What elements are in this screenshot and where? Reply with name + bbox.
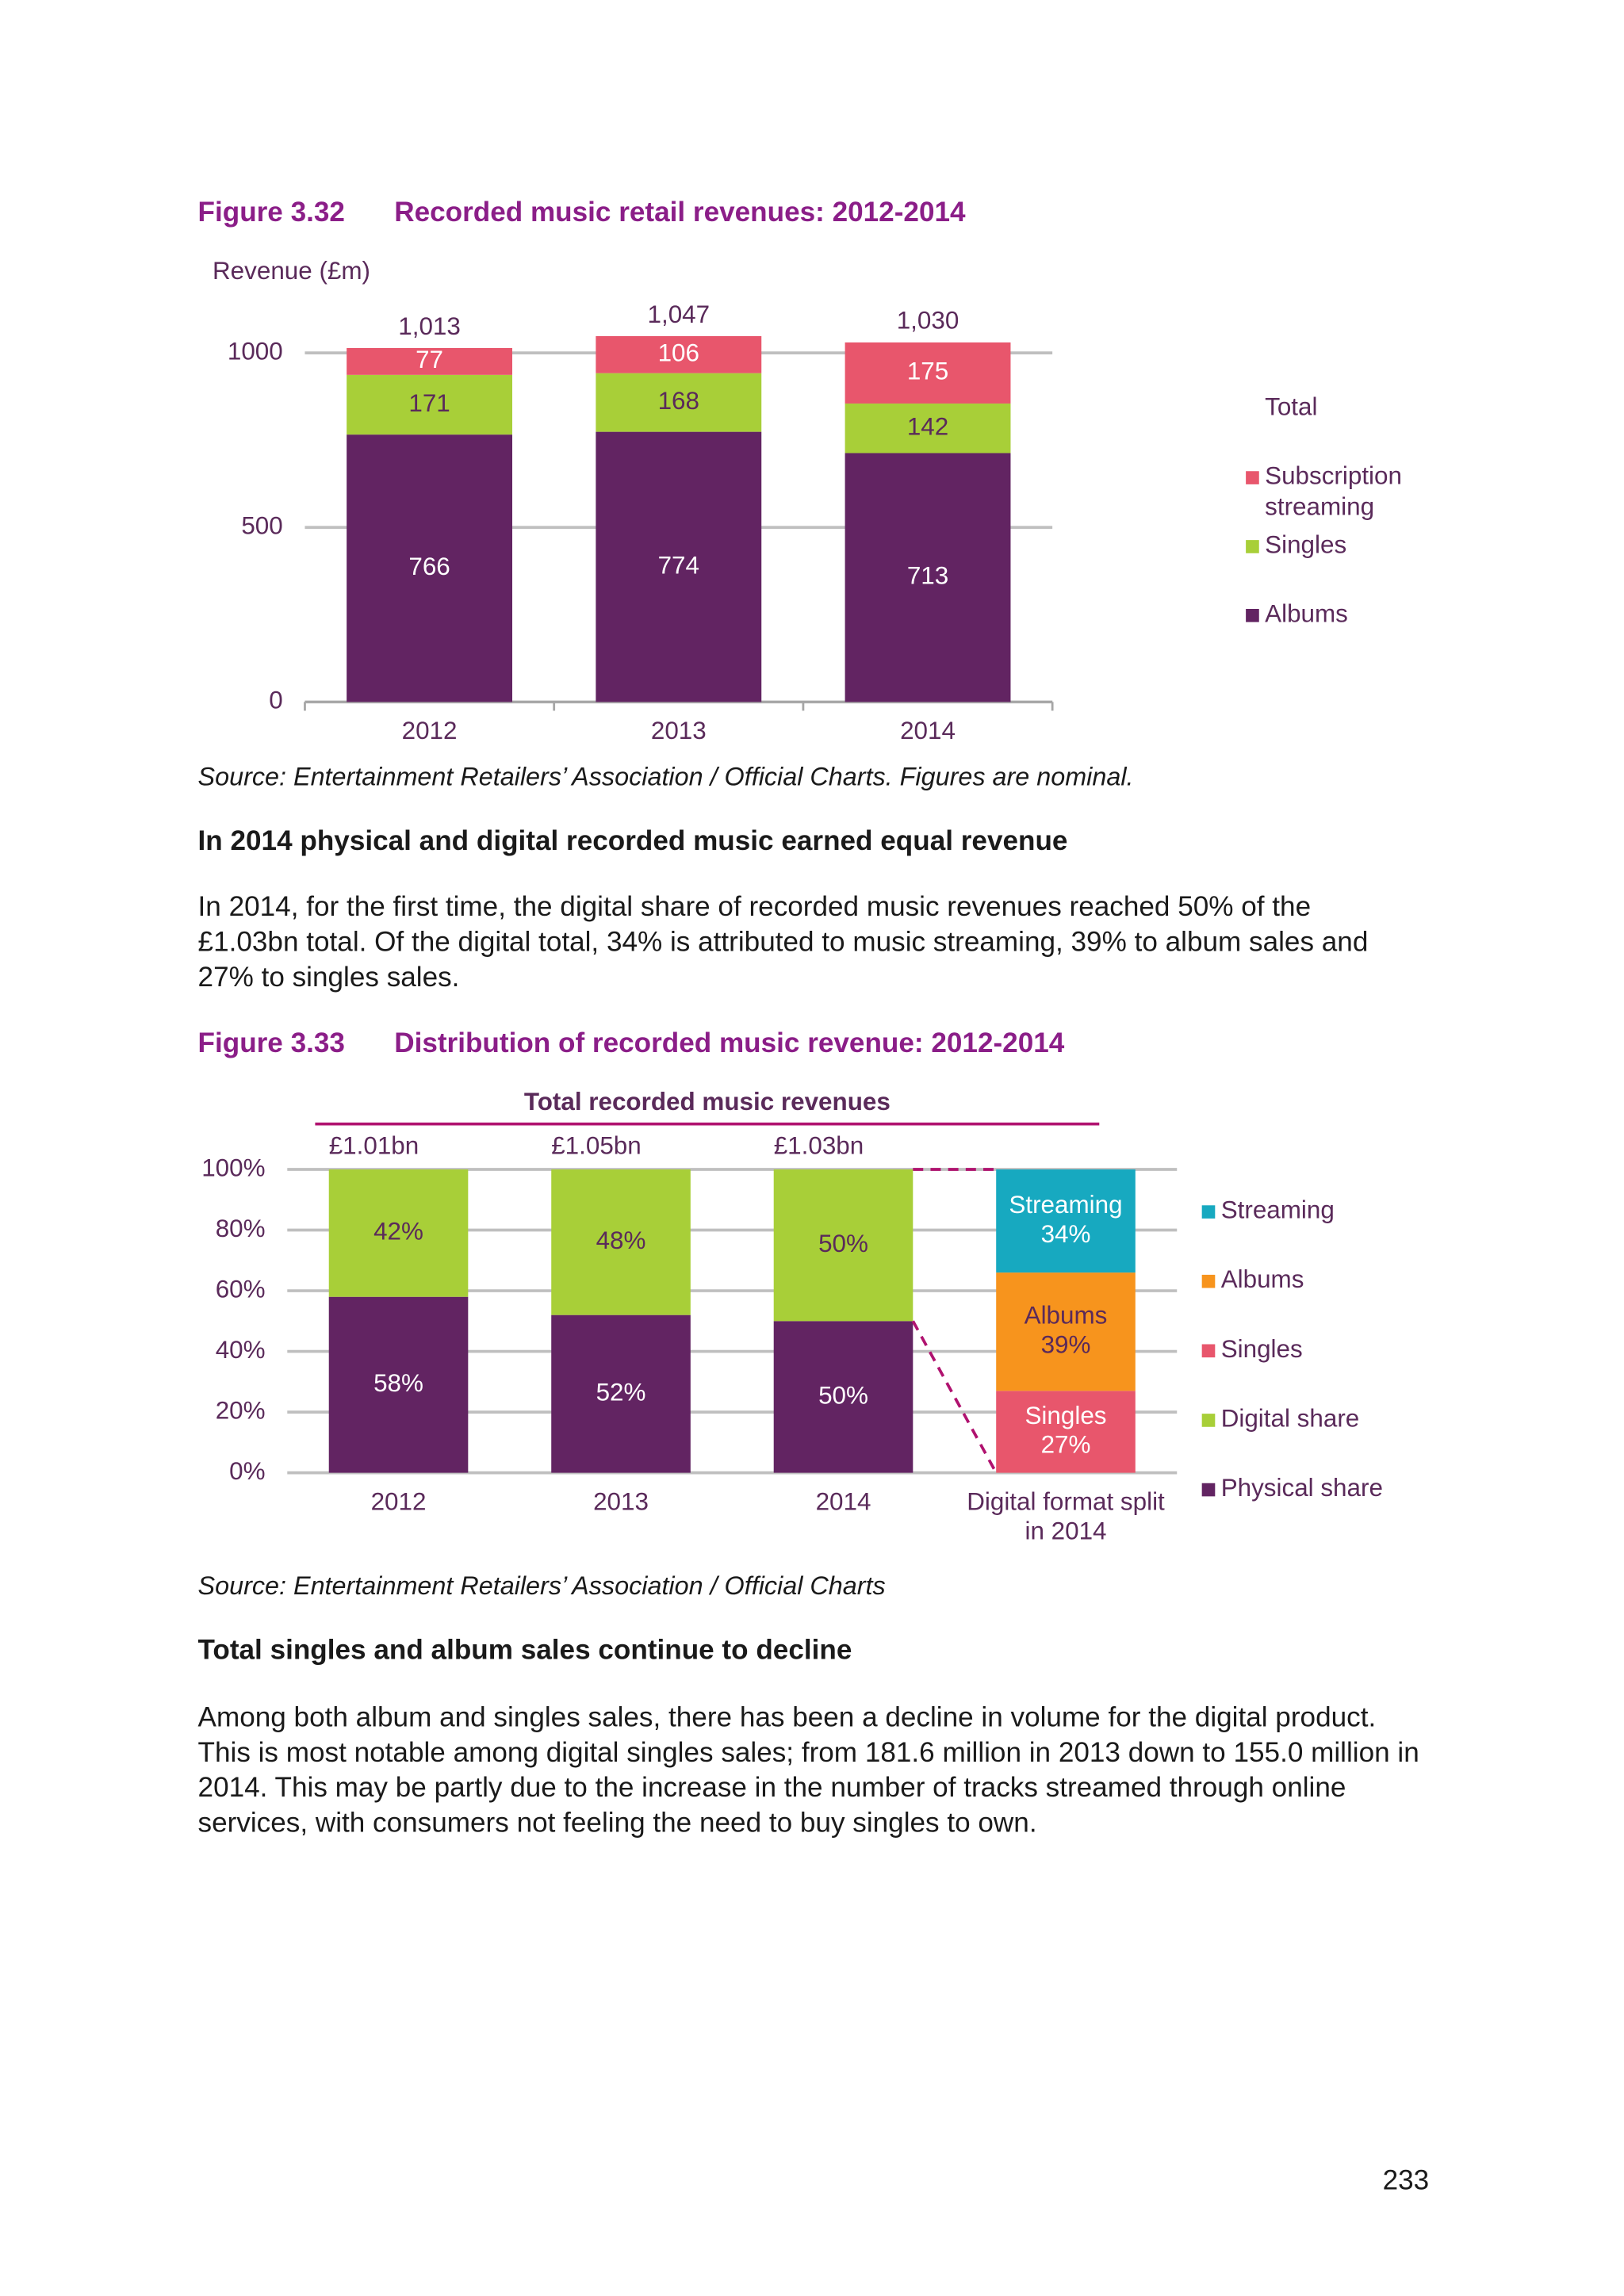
- connector: [911, 1320, 998, 1474]
- data-label: 168: [658, 387, 699, 415]
- y-tick-label: 80%: [216, 1215, 266, 1242]
- section-text: Among both album and singles sales, ther…: [197, 1702, 1419, 1839]
- data-label: 106: [658, 339, 699, 367]
- legend-label: Digital share: [1221, 1405, 1360, 1433]
- bar-segment: [347, 374, 513, 435]
- y-tick-label: 100%: [201, 1154, 265, 1181]
- x-tick-label: Digital format split in 2014: [967, 1488, 1165, 1545]
- data-label: 766: [408, 553, 450, 580]
- bar-segment: [328, 1296, 469, 1473]
- legend-label: Total: [1265, 393, 1317, 421]
- legend-swatch: [1201, 1274, 1216, 1288]
- legend-swatch: [1246, 471, 1259, 484]
- chart-header: Total recorded music revenues: [524, 1088, 891, 1115]
- section-text: In 2014, for the first time, the digital…: [197, 892, 1369, 994]
- y-tick-label: 20%: [216, 1396, 266, 1424]
- legend-label: Albums: [1221, 1266, 1304, 1294]
- data-label: 142: [907, 413, 948, 441]
- x-tick-label: 2013: [651, 717, 707, 744]
- data-label: 50%: [818, 1230, 868, 1257]
- bar-segment: [596, 335, 762, 373]
- bar-segment: [996, 1272, 1136, 1391]
- data-label: 175: [907, 358, 948, 385]
- data-label: 50%: [818, 1381, 868, 1409]
- data-label: 58%: [373, 1369, 423, 1397]
- figure-number: Figure 3.33: [197, 1028, 345, 1060]
- legend-label: Physical share: [1221, 1474, 1383, 1502]
- legend-swatch: [1201, 1483, 1216, 1497]
- bar-segment: [773, 1321, 914, 1473]
- legend-label: Subscription streaming: [1265, 462, 1402, 521]
- total-label: £1.05bn: [551, 1132, 642, 1160]
- data-label: 39%: [1041, 1330, 1091, 1358]
- bar-segment: [773, 1169, 914, 1322]
- data-label: 34%: [1041, 1220, 1091, 1248]
- section-heading: In 2014 physical and digital recorded mu…: [197, 826, 1068, 858]
- x-tick-label: 2014: [900, 717, 956, 744]
- y-tick-label: 40%: [216, 1336, 266, 1364]
- figure-title: Recorded music retail revenues: 2012-201…: [394, 197, 966, 229]
- bar-segment: [347, 347, 513, 375]
- data-label: 52%: [596, 1378, 646, 1406]
- legend-swatch: [1246, 609, 1259, 622]
- bar-segment: [596, 431, 762, 702]
- figure-number: Figure 3.32: [197, 197, 345, 229]
- figure-source: Source: Entertainment Retailers’ Associa…: [197, 1571, 886, 1601]
- section-heading: Total singles and album sales continue t…: [197, 1635, 852, 1667]
- bar-segment: [347, 434, 513, 702]
- data-label: 774: [658, 551, 699, 579]
- figure-heading: Figure 3.33 Distribution of recorded musi…: [198, 1027, 1437, 1062]
- bar-segment: [845, 453, 1011, 702]
- x-tick-label: 2012: [402, 717, 458, 744]
- y-tick-label: 0%: [229, 1457, 265, 1485]
- page-number: 233: [1382, 2165, 1430, 2197]
- total-label: £1.01bn: [329, 1132, 419, 1160]
- x-tick-label: 2013: [593, 1488, 649, 1516]
- legend-swatch: [1246, 540, 1259, 553]
- data-label: 42%: [373, 1218, 423, 1246]
- segment-name: Singles: [1025, 1402, 1106, 1429]
- total-label: 1,013: [398, 312, 461, 340]
- bar-segment: [328, 1169, 469, 1297]
- figure-title: Distribution of recorded music revenue: …: [394, 1028, 1065, 1060]
- bar-segment: [845, 342, 1011, 404]
- bar-segment: [551, 1169, 691, 1315]
- total-label: £1.03bn: [774, 1132, 864, 1160]
- legend-label: Singles: [1221, 1335, 1303, 1363]
- y-axis-label: Revenue (£m): [213, 257, 370, 285]
- y-tick-label: 60%: [216, 1275, 266, 1303]
- segment-name: Streaming: [1009, 1191, 1122, 1219]
- figure-heading: Figure 3.32 Recorded music retail revenue…: [198, 197, 1437, 232]
- legend-label: Streaming: [1221, 1196, 1335, 1224]
- legend-swatch: [1201, 1205, 1216, 1219]
- bar-segment: [996, 1169, 1136, 1273]
- x-tick-label: 2014: [816, 1488, 871, 1516]
- bar-segment: [551, 1314, 691, 1473]
- data-label: 27%: [1041, 1431, 1091, 1459]
- bar-segment: [596, 373, 762, 432]
- bar-segment: [845, 403, 1011, 453]
- total-label: 1,047: [648, 300, 710, 328]
- legend-label: Singles: [1265, 531, 1346, 559]
- segment-name: Albums: [1025, 1302, 1108, 1330]
- x-tick-label: 2012: [371, 1488, 427, 1516]
- bar-segment: [996, 1391, 1136, 1473]
- data-label: 713: [907, 562, 948, 590]
- y-tick-label: 0: [269, 687, 282, 714]
- legend-swatch: [1201, 1414, 1216, 1427]
- y-tick-label: 500: [241, 512, 282, 540]
- data-label: 48%: [596, 1226, 646, 1254]
- figure-source: Source: Entertainment Retailers’ Associa…: [197, 762, 1134, 792]
- data-label: 77: [416, 346, 443, 373]
- total-label: 1,030: [897, 306, 959, 334]
- legend-swatch: [1201, 1344, 1216, 1358]
- legend-label: Albums: [1265, 600, 1348, 628]
- data-label: 171: [408, 389, 450, 417]
- y-tick-label: 1000: [228, 337, 283, 365]
